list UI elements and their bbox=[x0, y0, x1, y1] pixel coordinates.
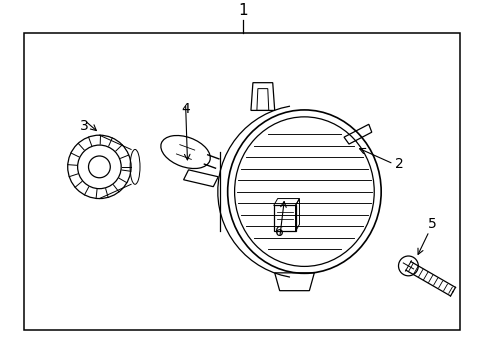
Text: 2: 2 bbox=[394, 157, 403, 171]
Text: 4: 4 bbox=[181, 103, 189, 117]
Text: 3: 3 bbox=[80, 119, 89, 133]
Bar bbox=[273, 206, 295, 231]
Text: 1: 1 bbox=[238, 3, 247, 18]
Text: 5: 5 bbox=[427, 217, 436, 231]
Text: 6: 6 bbox=[275, 225, 284, 239]
Bar bbox=[24, 33, 459, 330]
